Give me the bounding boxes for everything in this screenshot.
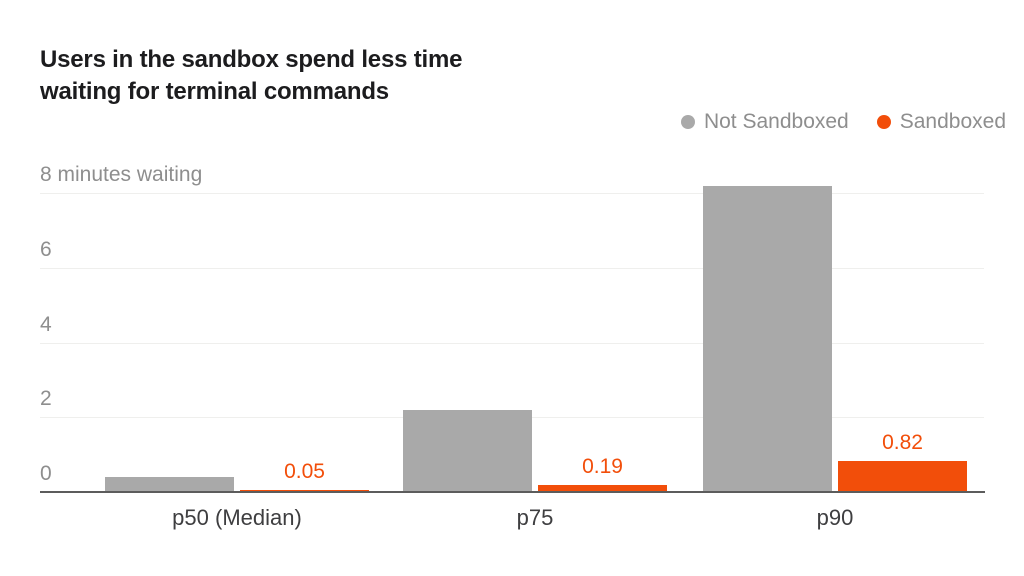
legend-item-sandboxed: Sandboxed bbox=[876, 110, 1006, 134]
bar-value-label-sandboxed-p90: 0.82 bbox=[882, 431, 923, 454]
legend: Not Sandboxed Sandboxed bbox=[680, 110, 1006, 134]
bar-value-label-sandboxed-p50-median: 0.05 bbox=[284, 460, 325, 483]
y-tick-label-6: 6 bbox=[40, 238, 52, 261]
legend-label-not-sandboxed: Not Sandboxed bbox=[703, 110, 849, 133]
x-category-label-p90: p90 bbox=[816, 505, 854, 530]
legend-dot-not-sandboxed-icon bbox=[680, 115, 695, 129]
bar-sandboxed-p90 bbox=[838, 461, 967, 492]
chart-title: Users in the sandbox spend less time wai… bbox=[40, 44, 462, 108]
legend-item-not-sandboxed: Not Sandboxed bbox=[680, 110, 849, 134]
x-axis-line bbox=[40, 491, 985, 493]
gridline-y6 bbox=[40, 268, 984, 269]
bar-sandboxed-p75 bbox=[538, 485, 667, 492]
x-category-label-p50-median: p50 (Median) bbox=[172, 505, 302, 530]
y-tick-label-2: 2 bbox=[40, 387, 52, 410]
chart-title-line1: Users in the sandbox spend less time bbox=[40, 46, 463, 73]
legend-label-sandboxed: Sandboxed bbox=[899, 110, 1006, 133]
bar-not-sandboxed-p75 bbox=[403, 410, 532, 492]
y-tick-label-0: 0 bbox=[40, 462, 52, 485]
chart-title-line2: waiting for terminal commands bbox=[40, 78, 389, 105]
bar-not-sandboxed-p50-median bbox=[105, 477, 234, 492]
y-tick-label-4: 4 bbox=[40, 313, 52, 336]
bar-not-sandboxed-p90 bbox=[703, 186, 832, 492]
y-tick-label-8: 8 minutes waiting bbox=[40, 163, 203, 186]
gridline-y4 bbox=[40, 343, 984, 344]
bar-value-label-sandboxed-p75: 0.19 bbox=[582, 455, 623, 478]
legend-dot-sandboxed-icon bbox=[876, 115, 891, 129]
gridline-y8 bbox=[40, 193, 984, 194]
x-category-label-p75: p75 bbox=[516, 505, 554, 530]
